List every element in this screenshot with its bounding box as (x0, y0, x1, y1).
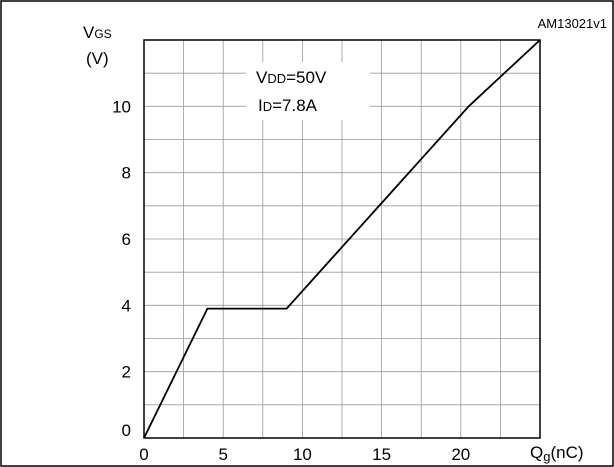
series-group (143, 39, 541, 439)
x-axis-title-sub: g (543, 449, 550, 464)
annotation-vdd-sub: DD (267, 71, 286, 86)
x-tick-label: 15 (372, 445, 391, 464)
y-tick-label: 8 (122, 164, 131, 183)
annotation-vdd-suffix: =50V (286, 68, 327, 87)
annotation-id-prefix: I (258, 96, 263, 115)
reference-code: AM13021v1 (538, 16, 607, 31)
x-tick-label: 10 (293, 445, 312, 464)
y-tick-label: 2 (122, 363, 131, 382)
x-axis-title: Qg(nC) (530, 443, 584, 464)
x-axis-title-main: Q (530, 443, 543, 462)
x-tick-label: 5 (218, 445, 227, 464)
x-axis-title-unit: (nC) (550, 443, 583, 462)
y-tick-label: 0 (122, 421, 131, 440)
annotation-vdd-prefix: V (256, 68, 268, 87)
annotation-id-sub: D (263, 99, 272, 114)
tick-labels: 0 5 10 15 20 0 2 4 6 8 10 (112, 97, 470, 464)
x-tick-label: 20 (451, 445, 470, 464)
plot-area (143, 39, 541, 439)
annotation-vdd: VDD=50V (256, 68, 327, 87)
series-line (143, 39, 541, 439)
y-tick-label: 6 (122, 230, 131, 249)
y-tick-label: 4 (122, 296, 131, 315)
annotation-box (246, 62, 370, 120)
y-tick-label: 10 (112, 97, 131, 116)
y-axis-title-sub: GS (94, 27, 111, 41)
annotation-id-suffix: =7.8A (272, 96, 318, 115)
y-axis-unit: (V) (86, 49, 109, 68)
y-axis-title: VGS (83, 23, 112, 42)
annotation-id: ID=7.8A (258, 96, 318, 115)
y-axis-title-main: V (83, 23, 95, 42)
x-tick-label: 0 (139, 445, 148, 464)
